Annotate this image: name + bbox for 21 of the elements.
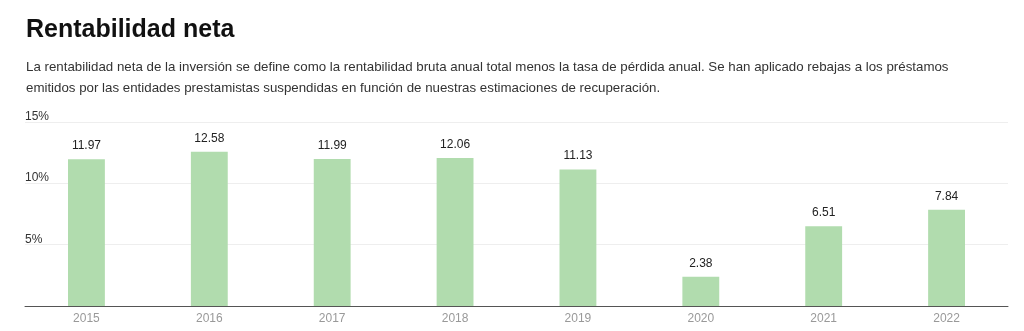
data-label: 12.06: [440, 137, 471, 152]
chart-title: Rentabilidad neta: [26, 14, 235, 43]
y-tick-label: 5%: [25, 231, 43, 246]
data-label: 11.13: [563, 148, 593, 163]
data-label: 2.38: [689, 255, 713, 270]
y-tick-label: 10%: [25, 170, 50, 185]
x-tick-label: 2019: [564, 311, 592, 325]
x-tick-label: 2021: [810, 311, 838, 325]
data-label: 6.51: [812, 205, 836, 220]
data-label: 11.97: [71, 138, 102, 153]
x-tick-label: 2015: [73, 311, 101, 325]
x-tick-label: 2022: [933, 311, 961, 325]
chart-subtitle: La rentabilidad neta de la inversión se define como la rentabilidad bruta anual total menos la tasa de pérdida anual. Se han aplicado rebajas a los préstamos emitidos por las entidades prestamistas suspendidas en función de nuestras estimaciones de recuperación.: [26, 58, 950, 97]
x-tick-label: 2017: [318, 311, 346, 325]
data-label: 12.58: [194, 130, 225, 145]
x-tick-label: 2018: [441, 311, 469, 325]
x-tick-label: 2016: [195, 311, 223, 325]
x-tick-label: 2020: [687, 311, 715, 325]
data-label: 11.99: [317, 137, 348, 152]
y-tick-label: 15%: [25, 109, 50, 123]
data-label: 7.84: [934, 188, 959, 203]
